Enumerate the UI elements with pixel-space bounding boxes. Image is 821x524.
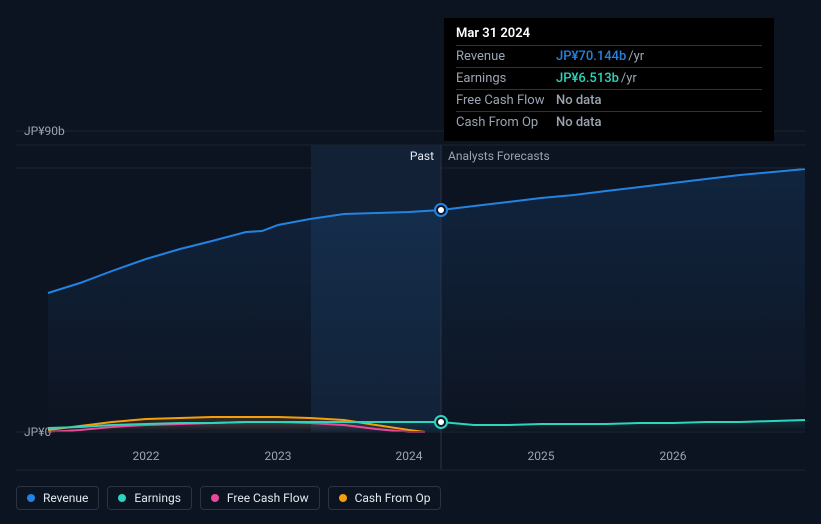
legend-item-free-cash-flow[interactable]: Free Cash Flow bbox=[200, 486, 320, 510]
chart-tooltip: Mar 31 2024 RevenueJP¥70.144b /yrEarning… bbox=[444, 18, 774, 141]
x-axis-label: 2025 bbox=[528, 449, 555, 463]
tooltip-row: RevenueJP¥70.144b /yr bbox=[456, 45, 762, 67]
x-axis-label: 2023 bbox=[265, 449, 292, 463]
tooltip-row: EarningsJP¥6.513b /yr bbox=[456, 67, 762, 89]
tooltip-row-label: Free Cash Flow bbox=[456, 93, 556, 108]
legend-label: Earnings bbox=[134, 491, 181, 505]
legend-item-cash-from-op[interactable]: Cash From Op bbox=[328, 486, 442, 510]
x-axis-label: 2024 bbox=[396, 449, 423, 463]
legend-item-revenue[interactable]: Revenue bbox=[16, 486, 99, 510]
tooltip-row-value: No data bbox=[556, 115, 602, 130]
legend-label: Revenue bbox=[43, 491, 88, 505]
chart-container: JP¥90b JP¥0 2022 2023 2024 2025 2026 Past Analys… bbox=[0, 0, 821, 524]
legend-item-earnings[interactable]: Earnings bbox=[107, 486, 192, 510]
x-axis-label: 2026 bbox=[660, 449, 687, 463]
tooltip-row-suffix: /yr bbox=[621, 71, 637, 86]
y-axis-label: JP¥0 bbox=[24, 425, 51, 439]
tooltip-row: Free Cash FlowNo data bbox=[456, 89, 762, 111]
tooltip-row-label: Cash From Op bbox=[456, 115, 556, 130]
legend-label: Free Cash Flow bbox=[227, 491, 309, 505]
tooltip-row-label: Earnings bbox=[456, 71, 556, 86]
tooltip-title: Mar 31 2024 bbox=[456, 26, 762, 41]
x-axis-label: 2022 bbox=[133, 449, 160, 463]
legend-dot bbox=[27, 494, 35, 502]
tooltip-row-value: JP¥70.144b bbox=[556, 49, 626, 64]
legend-dot bbox=[211, 494, 219, 502]
chart-legend: Revenue Earnings Free Cash Flow Cash From O… bbox=[16, 486, 441, 510]
legend-label: Cash From Op bbox=[355, 491, 431, 505]
revenue-marker-dot bbox=[438, 207, 444, 213]
tooltip-row-value: JP¥6.513b bbox=[556, 71, 619, 86]
legend-dot bbox=[339, 494, 347, 502]
legend-dot bbox=[118, 494, 126, 502]
tooltip-row-value: No data bbox=[556, 93, 602, 108]
earnings-marker-dot bbox=[438, 419, 444, 425]
tooltip-row: Cash From OpNo data bbox=[456, 111, 762, 133]
tooltip-row-suffix: /yr bbox=[628, 49, 644, 64]
label-past: Past bbox=[410, 149, 434, 163]
y-axis-label: JP¥90b bbox=[24, 124, 65, 138]
label-forecast: Analysts Forecasts bbox=[448, 149, 550, 163]
tooltip-row-label: Revenue bbox=[456, 49, 556, 64]
